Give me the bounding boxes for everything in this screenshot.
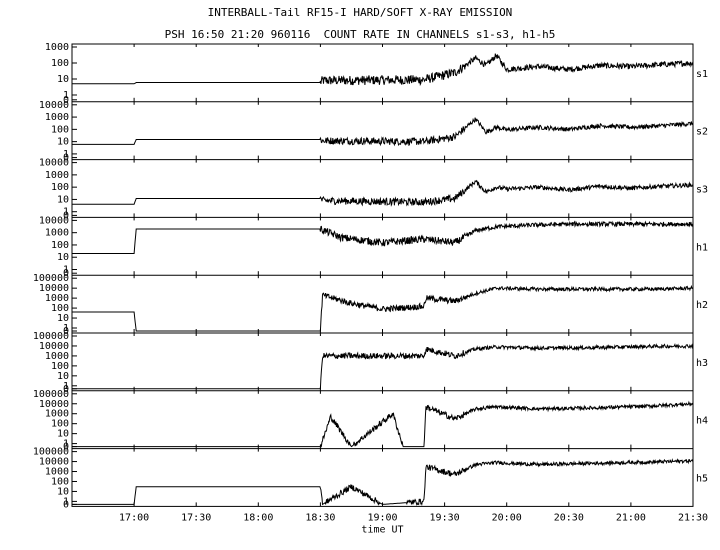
y-tick-label: 100 bbox=[51, 58, 69, 69]
y-tick-label: 10000 bbox=[39, 158, 69, 169]
x-tick-label: 18:30 bbox=[305, 512, 335, 523]
series-line-s3 bbox=[72, 179, 694, 207]
y-tick-label: 100 bbox=[51, 419, 69, 430]
y-tick-label: 1000 bbox=[45, 228, 69, 239]
x-tick-label: 20:00 bbox=[492, 512, 522, 523]
y-tick-label: 1000 bbox=[45, 293, 69, 304]
y-tick-label: 0 bbox=[63, 442, 69, 453]
chart-subtitle: PSH 16:50 21:20 960116 COUNT RATE IN CHA… bbox=[164, 28, 556, 41]
y-tick-label: 0 bbox=[63, 95, 69, 106]
y-tick-label: 1000 bbox=[45, 467, 69, 478]
y-tick-label: 100000 bbox=[33, 331, 69, 342]
y-tick-label: 10 bbox=[57, 74, 69, 85]
y-tick-label: 100 bbox=[51, 303, 69, 314]
y-tick-label: 100000 bbox=[33, 447, 69, 458]
y-tick-label: 10000 bbox=[39, 399, 69, 410]
panel-label-s3: s3 bbox=[696, 185, 708, 196]
y-tick-label: 0 bbox=[63, 153, 69, 164]
y-tick-label: 10 bbox=[57, 137, 69, 148]
series-line-s2 bbox=[72, 117, 694, 147]
x-tick-label: 20:30 bbox=[554, 512, 584, 523]
y-tick-label: 10000 bbox=[39, 457, 69, 468]
y-tick-label: 1 bbox=[63, 149, 69, 160]
y-tick-label: 1 bbox=[63, 381, 69, 392]
series-line-h5 bbox=[72, 458, 694, 506]
y-tick-label: 10000 bbox=[39, 215, 69, 226]
series-line-h1 bbox=[72, 220, 694, 254]
y-tick-label: 100 bbox=[51, 476, 69, 487]
y-tick-label: 1000 bbox=[45, 351, 69, 362]
panel-label-h5: h5 bbox=[696, 474, 708, 485]
series-line-h4 bbox=[72, 400, 694, 448]
y-tick-label: 10 bbox=[57, 313, 69, 324]
chart-title: INTERBALL-Tail RF15-I HARD/SOFT X-RAY EM… bbox=[207, 6, 513, 19]
y-tick-label: 1 bbox=[63, 90, 69, 101]
y-tick-label: 10 bbox=[57, 371, 69, 382]
y-tick-label: 1 bbox=[63, 323, 69, 334]
panel-label-h2: h2 bbox=[696, 300, 708, 311]
y-tick-label: 0 bbox=[63, 326, 69, 337]
y-tick-label: 0 bbox=[63, 268, 69, 279]
panel-label-s2: s2 bbox=[696, 127, 708, 138]
y-tick-label: 100000 bbox=[33, 273, 69, 284]
y-tick-label: 10000 bbox=[39, 341, 69, 352]
x-tick-label: 19:00 bbox=[367, 512, 397, 523]
panel-label-h4: h4 bbox=[696, 416, 708, 427]
y-tick-label: 1 bbox=[63, 496, 69, 507]
y-tick-label: 1000 bbox=[45, 170, 69, 181]
y-tick-label: 10000 bbox=[39, 100, 69, 111]
y-tick-label: 1000 bbox=[45, 112, 69, 123]
y-tick-label: 1 bbox=[63, 439, 69, 450]
x-tick-label: 19:30 bbox=[430, 512, 460, 523]
y-tick-label: 100 bbox=[51, 240, 69, 251]
x-tick-label: 17:30 bbox=[181, 512, 211, 523]
x-tick-label: 17:00 bbox=[119, 512, 149, 523]
panel-label-h1: h1 bbox=[696, 242, 708, 253]
x-tick-label: 21:30 bbox=[678, 512, 708, 523]
panel-label-s1: s1 bbox=[696, 69, 708, 80]
y-tick-label: 1 bbox=[63, 265, 69, 276]
x-tick-label: 18:00 bbox=[243, 512, 273, 523]
y-tick-label: 1 bbox=[63, 207, 69, 218]
y-tick-label: 1000 bbox=[45, 409, 69, 420]
y-tick-label: 10 bbox=[57, 429, 69, 440]
y-tick-label: 10 bbox=[57, 486, 69, 497]
y-tick-label: 0 bbox=[63, 499, 69, 510]
y-tick-label: 0 bbox=[63, 384, 69, 395]
y-tick-label: 10 bbox=[57, 194, 69, 205]
y-tick-label: 1000 bbox=[45, 42, 69, 53]
series-line-s1 bbox=[72, 53, 694, 87]
series-line-h2 bbox=[72, 284, 694, 332]
y-tick-label: 100000 bbox=[33, 389, 69, 400]
y-tick-label: 100 bbox=[51, 182, 69, 193]
y-tick-label: 100 bbox=[51, 361, 69, 372]
series-line-h3 bbox=[72, 343, 694, 390]
panel-label-h3: h3 bbox=[696, 358, 708, 369]
y-tick-label: 10000 bbox=[39, 283, 69, 294]
x-axis-label: time UT bbox=[361, 524, 403, 535]
x-tick-label: 21:00 bbox=[616, 512, 646, 523]
y-tick-label: 100 bbox=[51, 124, 69, 135]
y-tick-label: 10 bbox=[57, 252, 69, 263]
y-tick-label: 0 bbox=[63, 210, 69, 221]
